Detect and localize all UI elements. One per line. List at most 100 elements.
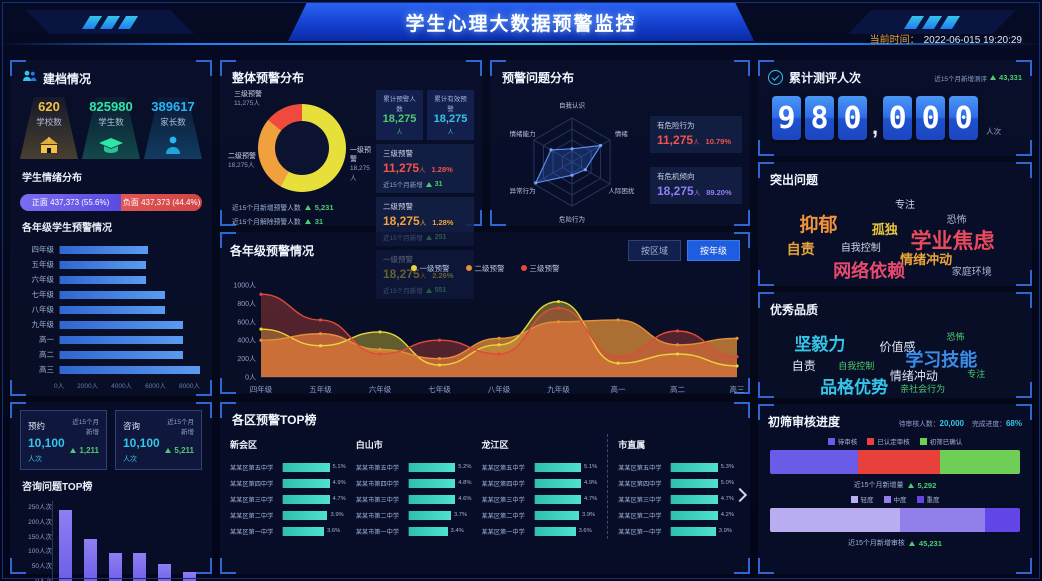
legend-label: 二级预警 [474,264,505,273]
qualities-word-cloud: 坚毅力 价值感 恐怖 学习技能 自责 自我控制 情绪冲动 专注 品格优势 亲社会行为 [766,324,1024,400]
school-label: 某某市第二中学 [355,512,400,520]
school-bar-row: 某某区第三中学 4.7% [481,491,597,507]
school-bar-track: 4.7% [533,494,597,504]
progress-segment [770,450,858,474]
consult-top-chart: 250人次 200人次 150人次 100人次 50人次 0人次 [10,497,212,581]
cloud-word: 家庭环境 [951,266,992,278]
panel-issue-distribution: 预警问题分布 自我认识 情绪 人际困扰 危险行为 异常行为 情绪能力 有危险行为 11,2… [490,60,750,226]
svg-text:情绪: 情绪 [615,129,629,138]
school-pct: 5.0% [720,480,734,486]
grade-bar-row: 六年级 [20,272,200,287]
school-label: 某某区第三中学 [481,496,525,504]
legend-dot [465,265,472,271]
school-bar-row: 某某市第五中学 5.2% [356,459,472,475]
flip-digit: 0 [838,96,867,140]
emotion-positive-bar: 正面 437,373 (55.6%) [20,194,122,211]
school-label: 某某市第五中学 [355,464,400,472]
stat-schools: 620 学校数 [18,95,80,161]
school-bar-row: 某某区第一中学 3.9% [618,523,734,539]
school-bar-row: 某某区第二中学 4.2% [618,507,734,523]
slash-icon [903,15,925,29]
school-bar [534,462,582,472]
flip-counter: 9 8 0, 0 0 0 人次 [758,88,1032,140]
by-region-button[interactable]: 按区域 [627,240,681,261]
school-bar-row: 某某区第五中学 5.3% [618,459,734,475]
donut [258,104,346,192]
consult-ytick: 50人次 [31,563,52,571]
up-arrow-icon [908,540,915,546]
title-banner: 学生心理大数据预警监控 [288,3,754,41]
up-arrow-icon [165,447,172,453]
school-bar-track: 4.9% [282,478,346,488]
header-glow-line [0,43,1042,45]
issue-stat-cards: 有危险行为 11,275人 10.79% 有危机倾向 18,275人 89.20% [650,90,742,230]
emotion-negative-text: 负面 437,373 (44.4%) [122,198,201,207]
grade-bar-row: 四年级 [20,242,200,257]
panel-qualities-title: 优秀品质 [770,303,819,317]
crisis-tendency-card: 有危机倾向 18,275人 89.20% [650,167,742,204]
slash-icon [921,15,943,29]
emotion-title: 学生情绪分布 [22,173,82,184]
graduation-cap-icon [80,131,142,155]
school-label: 某某市第三中学 [355,496,400,504]
school-pct: 4.9% [584,480,598,486]
panel-issues-title: 预警问题分布 [502,71,575,85]
stat-value: 825980 [89,99,133,114]
cloud-word: 自责 [791,359,816,374]
school-bar-row: 某某市第四中学 4.8% [356,475,472,491]
legend-label: 三级预警 [529,264,560,273]
legend-swatch [827,438,835,445]
grade-bar-row: 九年级 [20,317,200,332]
svg-text:1000人: 1000人 [233,282,256,290]
grade-bar-row: 五年级 [20,257,200,272]
cloud-word: 网络依赖 [833,261,906,282]
legend-item: 二级预警 [465,263,505,275]
grade-xtick: 8000人 [179,383,200,390]
legend-label: 一级预警 [419,264,450,273]
school-pct: 5.1% [584,464,598,470]
consult-bar [133,553,147,581]
grade-bar-row: 八年级 [20,302,200,317]
grade-bar [60,320,183,329]
up-arrow-icon [304,218,311,224]
cloud-word: 恐怖 [946,215,967,227]
card-label: 预约 [28,421,46,431]
consult-bar [183,572,197,581]
grade-bar [60,275,146,284]
flip-digit: 0 [883,96,913,140]
consult-bar [108,553,122,581]
legend-swatch [919,438,927,445]
school-bar [671,510,718,520]
svg-text:五年级: 五年级 [309,384,332,394]
problems-word-cloud: 专注 抑郁 孤独 恐怖 学业焦虑 自责 自我控制 情绪冲动 网络依赖 家庭环境 [766,194,1024,286]
district-name: 白山市 [355,440,383,450]
consult-bar [83,538,97,581]
progress-segment [857,450,940,474]
page-title: 学生心理大数据预警监控 [405,13,637,35]
panel-archive: 建档情况 620 学校数 825980 学生数 389617 [10,60,212,396]
svg-text:600人: 600人 [237,318,256,326]
legend-label: 轻度 [860,497,874,504]
school-bar-track: 5.0% [670,478,734,488]
school-bar-row: 某某区第四中学 5.0% [618,475,734,491]
school-bar-track: 4.6% [407,494,472,504]
panel-review-progress: 初筛审核进度 待审核人数：20,000 完成进度：68% 待审核 已认定审核 初筛已… [758,404,1032,574]
school-bar-row: 某某区第三中学 4.7% [230,491,346,507]
school-bar-track: 4.2% [670,510,734,520]
consult-bars [52,501,202,581]
school-bar-row: 某某市第一中学 3.4% [356,523,472,539]
school-label: 某某区第五中学 [230,464,274,472]
legend-label: 已认定审核 [877,439,910,446]
cloud-word: 情绪冲动 [900,251,953,267]
svg-text:高三: 高三 [730,384,745,394]
school-bar-track: 5.3% [670,462,734,472]
by-grade-button[interactable]: 按年级 [686,240,740,261]
school-bar [408,510,451,520]
cloud-word: 自我控制 [840,242,881,254]
consult-ytick: 100人次 [28,548,52,556]
school-bar [283,510,328,520]
panel-archive-title: 建档情况 [43,71,92,86]
school-pct: 4.9% [332,480,346,486]
svg-text:情绪能力: 情绪能力 [510,129,536,138]
